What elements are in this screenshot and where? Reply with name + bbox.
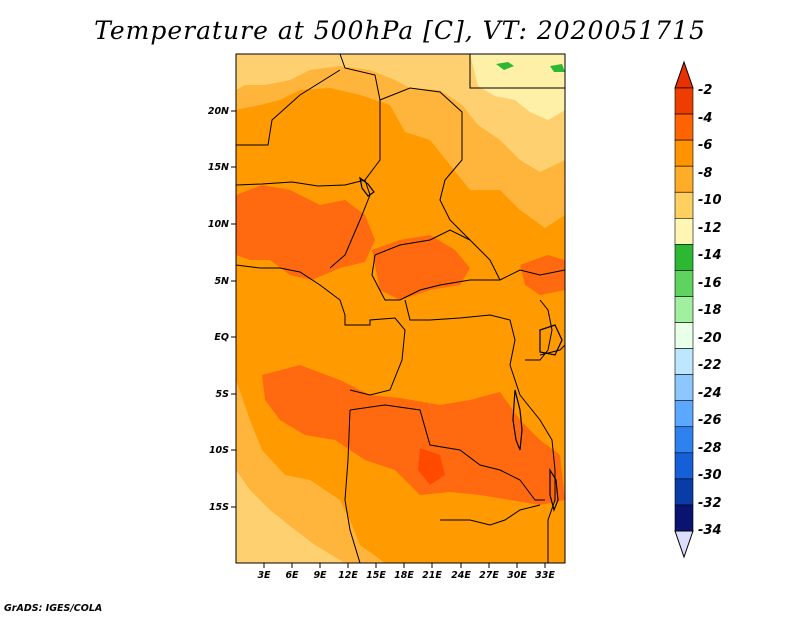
colorbar-segment bbox=[674, 139, 694, 167]
lon-label: 12E bbox=[338, 570, 358, 581]
lon-label: 27E bbox=[479, 570, 499, 581]
lon-label: 6E bbox=[285, 570, 299, 581]
colorbar-label: -14 bbox=[698, 248, 722, 263]
colorbar-label: -16 bbox=[698, 276, 722, 291]
colorbar-segment bbox=[674, 400, 694, 428]
lake-malawi bbox=[549, 467, 559, 512]
lon-label: 24E bbox=[451, 570, 471, 581]
colorbar-label: -28 bbox=[698, 441, 722, 456]
map-title: Temperature at 500hPa [C], VT: 202005171… bbox=[94, 16, 706, 45]
colorbar-label: -32 bbox=[698, 496, 722, 511]
lat-label: 5N bbox=[214, 276, 229, 287]
lat-label: 15S bbox=[209, 502, 229, 513]
colorbar: -2 -4 -6 -8 -10 -12 -14 -16 -18 -20 -22 … bbox=[674, 60, 722, 559]
colorbar-segment bbox=[674, 270, 694, 297]
colorbar-label: -34 bbox=[698, 523, 722, 538]
lat-label: 10S bbox=[209, 445, 229, 456]
colorbar-label: -4 bbox=[698, 111, 712, 126]
longitude-axis: 3E 6E 9E 12E 15E 18E 21E 24E 27E 30E 33E bbox=[257, 563, 555, 581]
colorbar-segment bbox=[674, 504, 694, 532]
grads-credit: GrADS: IGES/COLA bbox=[4, 603, 103, 614]
lon-label: 30E bbox=[507, 570, 527, 581]
colorbar-segment bbox=[674, 191, 694, 219]
lon-label: 18E bbox=[394, 570, 414, 581]
colorbar-label: -8 bbox=[698, 166, 712, 181]
contour-warm-southcentral bbox=[262, 365, 565, 505]
colorbar-label: -30 bbox=[698, 468, 722, 483]
country-borders bbox=[236, 54, 565, 563]
lake-victoria bbox=[539, 324, 563, 356]
colorbar-label: -12 bbox=[698, 221, 722, 236]
lon-label: 21E bbox=[422, 570, 442, 581]
lat-label: 10N bbox=[208, 219, 229, 230]
lat-label: 15N bbox=[208, 162, 229, 173]
lake-chad bbox=[359, 176, 375, 197]
colorbar-segment bbox=[674, 113, 694, 141]
colorbar-segment bbox=[674, 348, 694, 375]
colorbar-arrow-bottom bbox=[674, 530, 694, 559]
colorbar-label: -20 bbox=[698, 331, 722, 346]
colorbar-segment bbox=[674, 296, 694, 323]
colorbar-segment bbox=[674, 478, 694, 506]
colorbar-segment bbox=[674, 426, 694, 454]
colorbar-segment bbox=[674, 374, 694, 402]
contour-cooler-southwest bbox=[236, 470, 345, 563]
temperature-map bbox=[236, 54, 565, 563]
colorbar-segment bbox=[674, 165, 694, 193]
contour-warm-west bbox=[236, 185, 375, 280]
colorbar-label: -18 bbox=[698, 303, 722, 318]
contour-coolest-northeast bbox=[470, 54, 565, 120]
lon-label: 9E bbox=[313, 570, 327, 581]
colorbar-segment bbox=[674, 244, 694, 271]
lon-label: 3E bbox=[257, 570, 271, 581]
colorbar-label: -6 bbox=[698, 138, 712, 153]
lat-label: 5S bbox=[216, 389, 230, 400]
colorbar-label: -26 bbox=[698, 413, 722, 428]
colorbar-segment bbox=[674, 217, 694, 245]
colorbar-label: -22 bbox=[698, 358, 722, 373]
lakes bbox=[359, 176, 563, 512]
contour-green-patch-1 bbox=[496, 62, 514, 70]
colorbar-segment bbox=[674, 452, 694, 480]
colorbar-arrow-top bbox=[674, 60, 694, 89]
colorbar-label: -24 bbox=[698, 386, 722, 401]
contour-green-patch-2 bbox=[550, 64, 565, 72]
lat-label: EQ bbox=[214, 332, 229, 343]
latitude-axis: 20N 15N 10N 5N EQ 5S 10S 15S bbox=[208, 106, 236, 513]
lat-label: 20N bbox=[208, 106, 229, 117]
colorbar-label: -2 bbox=[698, 83, 712, 98]
lake-tanganyika bbox=[512, 389, 523, 451]
colorbar-segment bbox=[674, 322, 694, 349]
contour-hot-south bbox=[418, 448, 445, 485]
lon-label: 33E bbox=[535, 570, 555, 581]
colorbar-segment bbox=[674, 87, 694, 115]
map-frame bbox=[235, 53, 566, 564]
lon-label: 15E bbox=[366, 570, 386, 581]
colorbar-label: -10 bbox=[698, 193, 722, 208]
